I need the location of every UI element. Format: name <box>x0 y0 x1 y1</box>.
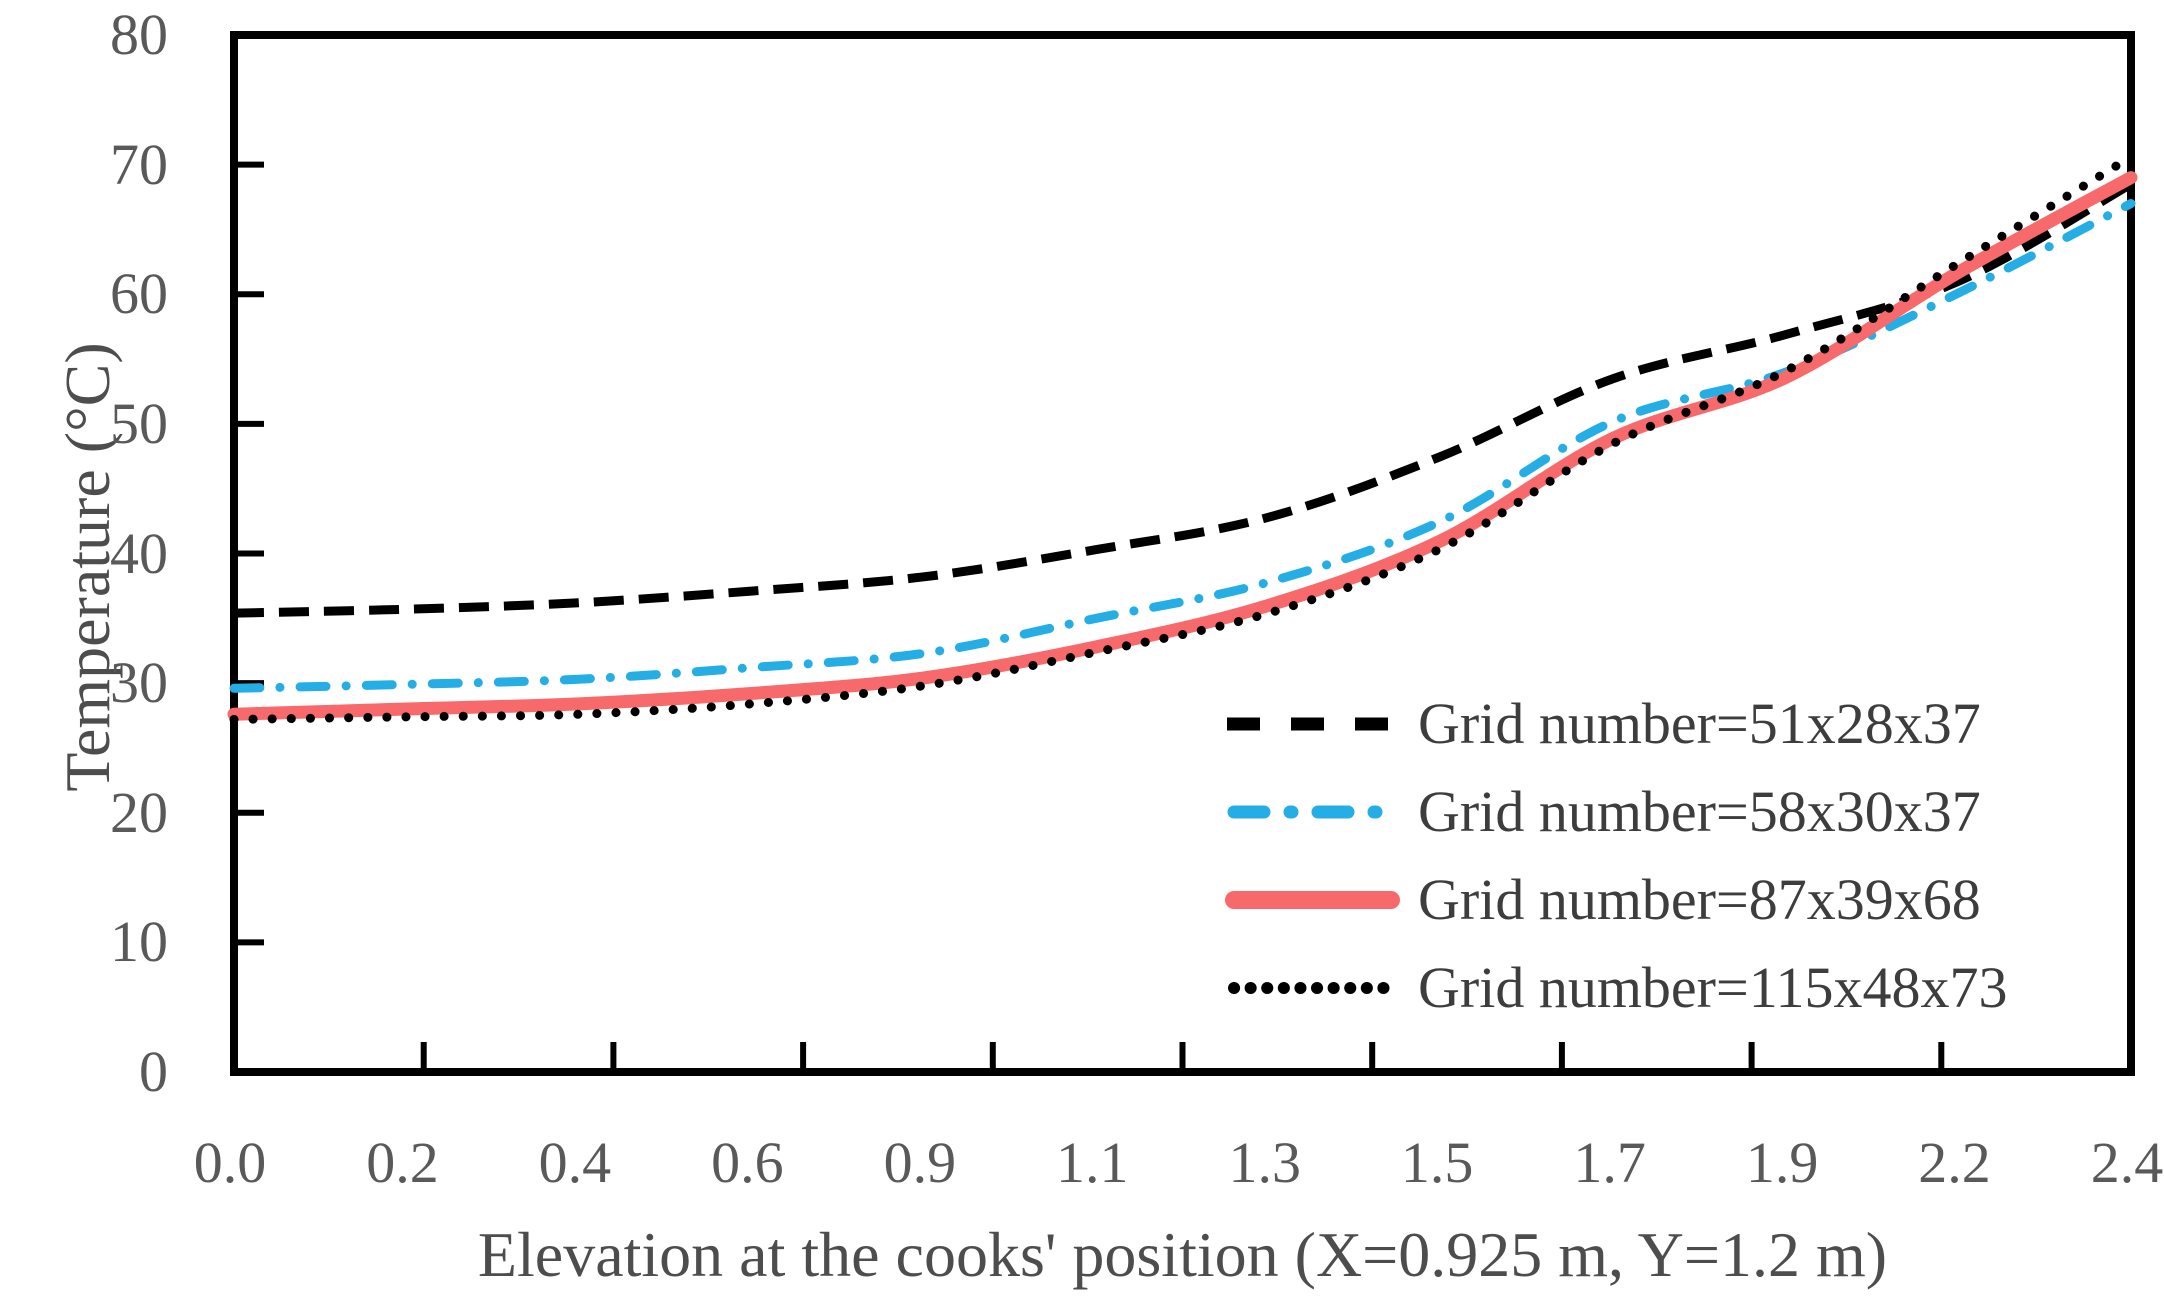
x-tick-label: 0.9 <box>883 1130 957 1195</box>
x-tick-label: 0.2 <box>366 1130 439 1195</box>
legend-item: Grid number=58x30x37 <box>1225 768 2008 856</box>
series-line-2 <box>229 199 2136 693</box>
legend-item: Grid number=115x48x73 <box>1225 944 2008 1032</box>
x-tick-label: 0.0 <box>193 1130 267 1195</box>
y-tick-label: 40 <box>110 520 168 586</box>
x-tick-label: 2.2 <box>1918 1130 1991 1195</box>
legend-item: Grid number=51x28x37 <box>1225 680 2008 768</box>
y-tick-label: 60 <box>110 261 168 327</box>
legend-line-sample <box>1227 805 1398 819</box>
legend-line-sample <box>1227 717 1398 731</box>
legend-item: Grid number=87x39x68 <box>1225 856 2008 944</box>
legend-line-sample <box>1228 982 1397 994</box>
x-tick-label: 0.4 <box>538 1130 612 1195</box>
x-axis-title: Elevation at the cooks' position (X=0.92… <box>477 1219 1888 1290</box>
x-tick-label: 1.3 <box>1228 1130 1301 1195</box>
y-tick-label: 50 <box>110 390 168 456</box>
legend-label: Grid number=115x48x73 <box>1418 955 2008 1020</box>
series-line-3 <box>227 171 2138 721</box>
y-tick-label: 70 <box>110 131 168 197</box>
x-tick-label: 2.4 <box>2090 1130 2164 1195</box>
y-tick-label: 10 <box>110 909 168 975</box>
legend-label: Grid number=58x30x37 <box>1418 779 1981 844</box>
y-tick-label: 30 <box>110 650 168 716</box>
x-tick-label: 1.7 <box>1573 1130 1646 1195</box>
x-tick-label: 1.5 <box>1400 1130 1474 1195</box>
series-line-1 <box>233 180 2134 618</box>
y-tick-label: 20 <box>110 779 168 845</box>
x-tick-label: 0.6 <box>711 1130 784 1195</box>
series-line-4 <box>229 152 2136 724</box>
y-tick-label: 0 <box>139 1039 168 1104</box>
legend-label: Grid number=87x39x68 <box>1418 867 1981 932</box>
legend: Grid number=51x28x37 Grid number=58x30x37… <box>1225 680 2008 1032</box>
legend-line-sample <box>1225 891 1400 909</box>
x-tick-label: 1.1 <box>1056 1130 1129 1195</box>
x-tick-label: 1.9 <box>1745 1130 1819 1195</box>
y-tick-label: 80 <box>110 2 168 67</box>
legend-label: Grid number=51x28x37 <box>1418 691 1981 756</box>
